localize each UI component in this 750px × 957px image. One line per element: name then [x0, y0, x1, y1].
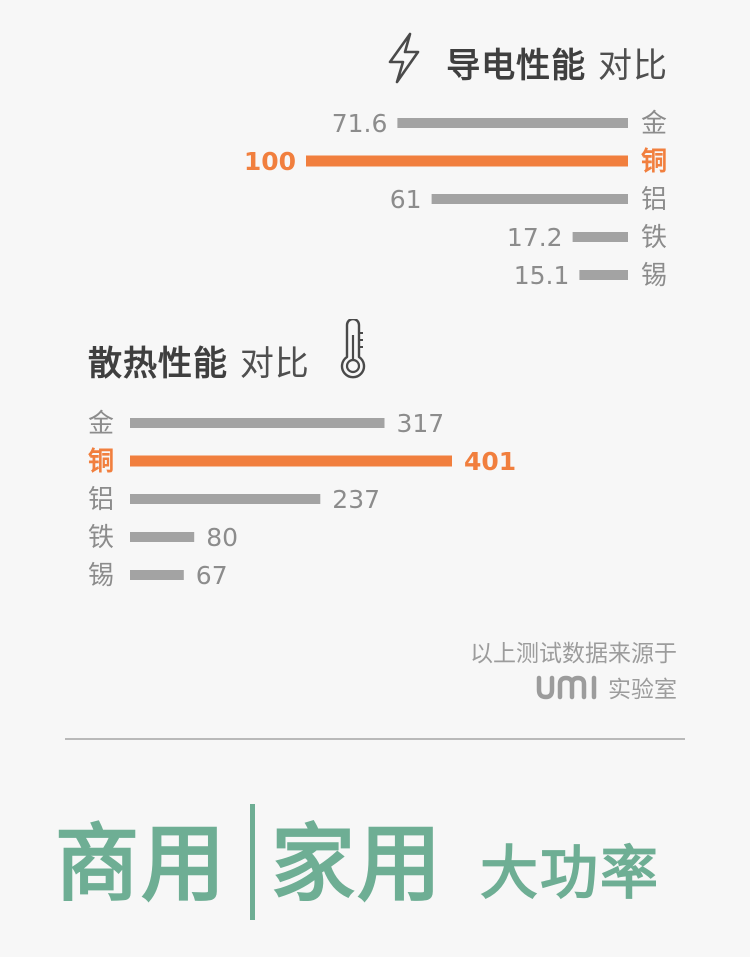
divider	[65, 738, 685, 740]
conductivity-bar-3	[572, 232, 628, 242]
heat-category-label-1: 铜	[88, 447, 114, 477]
heat-value-label-4: 67	[196, 561, 228, 590]
heat-title-bold: 散热性能	[88, 344, 228, 384]
conductivity-title-bold: 导电性能	[446, 46, 587, 86]
heat-category-label-3: 铁	[88, 523, 114, 553]
conductivity-title-light: 对比	[598, 46, 668, 86]
slogan-high-power: 大功率	[480, 839, 661, 907]
thermometer-icon	[340, 319, 366, 379]
conductivity-value-label-0: 71.6	[332, 109, 388, 138]
conductivity-category-label-2: 铝	[641, 185, 667, 215]
conductivity-value-label-1: 100	[244, 147, 296, 176]
heat-title-light: 对比	[239, 344, 310, 384]
source-note: 以上测试数据来源于	[470, 641, 677, 667]
heat-bar-1	[130, 455, 452, 467]
conductivity-value-label-2: 61	[390, 185, 422, 214]
conductivity-category-label-0: 金	[641, 109, 667, 139]
heat-bar-3	[130, 532, 195, 542]
lightning-bolt-icon	[388, 32, 420, 84]
conductivity-category-label-3: 铁	[641, 223, 667, 253]
conductivity-bar-4	[579, 270, 628, 280]
conductivity-category-label-1: 铜	[641, 147, 667, 177]
source-lab: umi 实验室	[536, 670, 677, 704]
conductivity-bar-0	[397, 118, 628, 128]
conductivity-bar-2	[431, 194, 628, 204]
umi-logo: umi	[536, 675, 597, 700]
heat-bar-2	[130, 494, 321, 504]
conductivity-value-label-3: 17.2	[507, 223, 563, 252]
source-lab-label: 实验室	[608, 677, 677, 703]
conductivity-category-label-4: 锡	[641, 261, 667, 291]
slogan-household: 家用	[271, 815, 444, 913]
heat-bar-4	[130, 570, 184, 580]
heat-category-label-0: 金	[88, 409, 114, 439]
heat-chart-title: 散热性能 对比	[88, 336, 310, 385]
conductivity-value-label-4: 15.1	[514, 261, 570, 290]
heat-value-label-1: 401	[464, 447, 516, 476]
heat-category-label-4: 锡	[88, 561, 114, 591]
heat-bar-0	[130, 418, 385, 428]
heat-value-label-0: 317	[397, 409, 445, 438]
heat-category-label-2: 铝	[88, 485, 114, 515]
conductivity-chart-title: 导电性能 对比	[446, 38, 668, 87]
heat-value-label-2: 237	[332, 485, 380, 514]
conductivity-bar-1	[306, 155, 628, 167]
conductivity-chart: 71.6 金 100 铜 61 铝 17.2 铁 15.1 锡	[244, 109, 667, 291]
slogan-commercial: 商用	[55, 815, 228, 913]
heat-value-label-3: 80	[206, 523, 238, 552]
heat-chart: 317 金 401 铜 237 铝 80 铁 67 锡	[88, 409, 516, 591]
slogan-separator	[250, 804, 255, 920]
